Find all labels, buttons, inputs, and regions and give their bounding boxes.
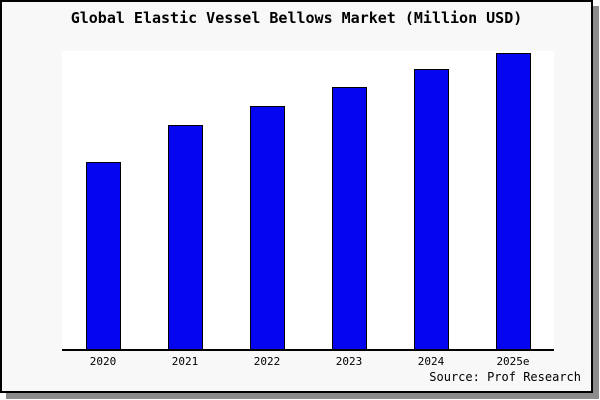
source-text: Source: Prof Research: [429, 370, 581, 384]
bar-slot: [308, 51, 390, 349]
chart-title: Global Elastic Vessel Bellows Market (Mi…: [70, 9, 523, 27]
bar-2025e: [495, 53, 531, 349]
x-axis-label-2020: 2020: [89, 355, 117, 368]
x-axis-label-2021: 2021: [171, 355, 199, 368]
plot-area: [62, 51, 554, 351]
bar-2023: [331, 87, 367, 349]
bar-slot: [390, 51, 472, 349]
bar-slot: [144, 51, 226, 349]
bar-2021: [167, 125, 203, 349]
bar-2024: [413, 69, 449, 349]
bar-slot: [472, 51, 554, 349]
bar-2020: [85, 162, 121, 349]
bar-slot: [226, 51, 308, 349]
chart-box: Global Elastic Vessel Bellows Market (Mi…: [0, 0, 593, 393]
x-axis-label-2022: 2022: [253, 355, 281, 368]
bar-2022: [249, 106, 285, 349]
x-axis-label-2024: 2024: [417, 355, 445, 368]
x-axis-label-2025e: 2025e: [496, 355, 530, 368]
bar-slot: [62, 51, 144, 349]
x-axis-labels: 2020 2021 2022 2023 2024 2025e: [62, 355, 554, 368]
x-axis-label-2023: 2023: [335, 355, 363, 368]
bar-series: [62, 51, 554, 349]
